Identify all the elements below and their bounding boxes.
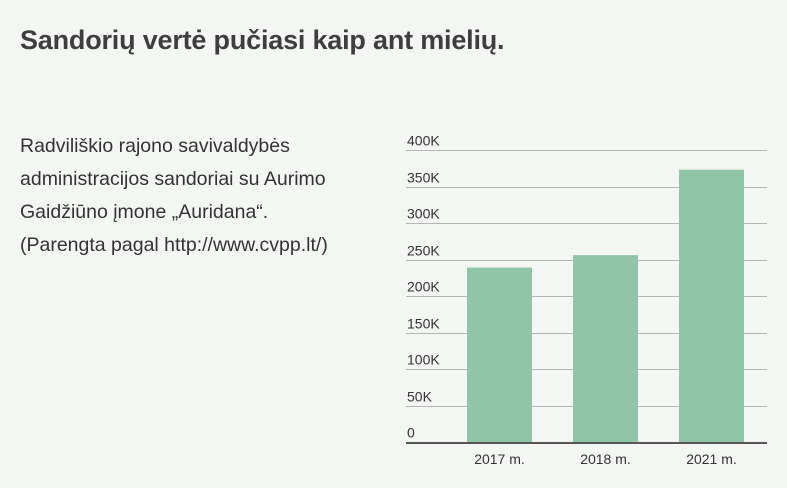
y-tick-label: 100K	[407, 352, 440, 368]
x-tick-label: 2021 m.	[686, 451, 737, 467]
y-tick-label: 0	[407, 425, 415, 441]
bar	[467, 267, 532, 442]
description-line: Radviliškio rajono savivaldybės	[20, 135, 290, 157]
chart-labels: 0 50K 100K 150K 200K 250K 300K 350K 400K 2017 m. 2…	[407, 133, 737, 468]
y-tick-label: 250K	[407, 243, 440, 259]
page-title: Sandorių vertė pučiasi kaip ant mielių.	[20, 25, 505, 55]
description-line: Gaidžiūno įmone „Auridana“.	[20, 201, 269, 223]
y-tick-label: 50K	[407, 389, 433, 405]
x-tick-label: 2018 m.	[580, 451, 631, 467]
y-tick-label: 150K	[407, 316, 440, 332]
x-tick-label: 2017 m.	[474, 451, 525, 467]
description-line: administracijos sandoriai su Aurimo	[20, 168, 326, 190]
y-tick-label: 350K	[407, 170, 440, 186]
chart-description: Radviliškio rajono savivaldybės administ…	[20, 130, 400, 262]
chart-bars	[467, 169, 744, 442]
bar	[679, 169, 744, 442]
y-tick-label: 200K	[407, 279, 440, 295]
y-tick-label: 400K	[407, 133, 440, 149]
description-line: (Parengta pagal http://www.cvpp.lt/)	[20, 234, 328, 256]
bar	[573, 255, 638, 442]
y-tick-label: 300K	[407, 206, 440, 222]
